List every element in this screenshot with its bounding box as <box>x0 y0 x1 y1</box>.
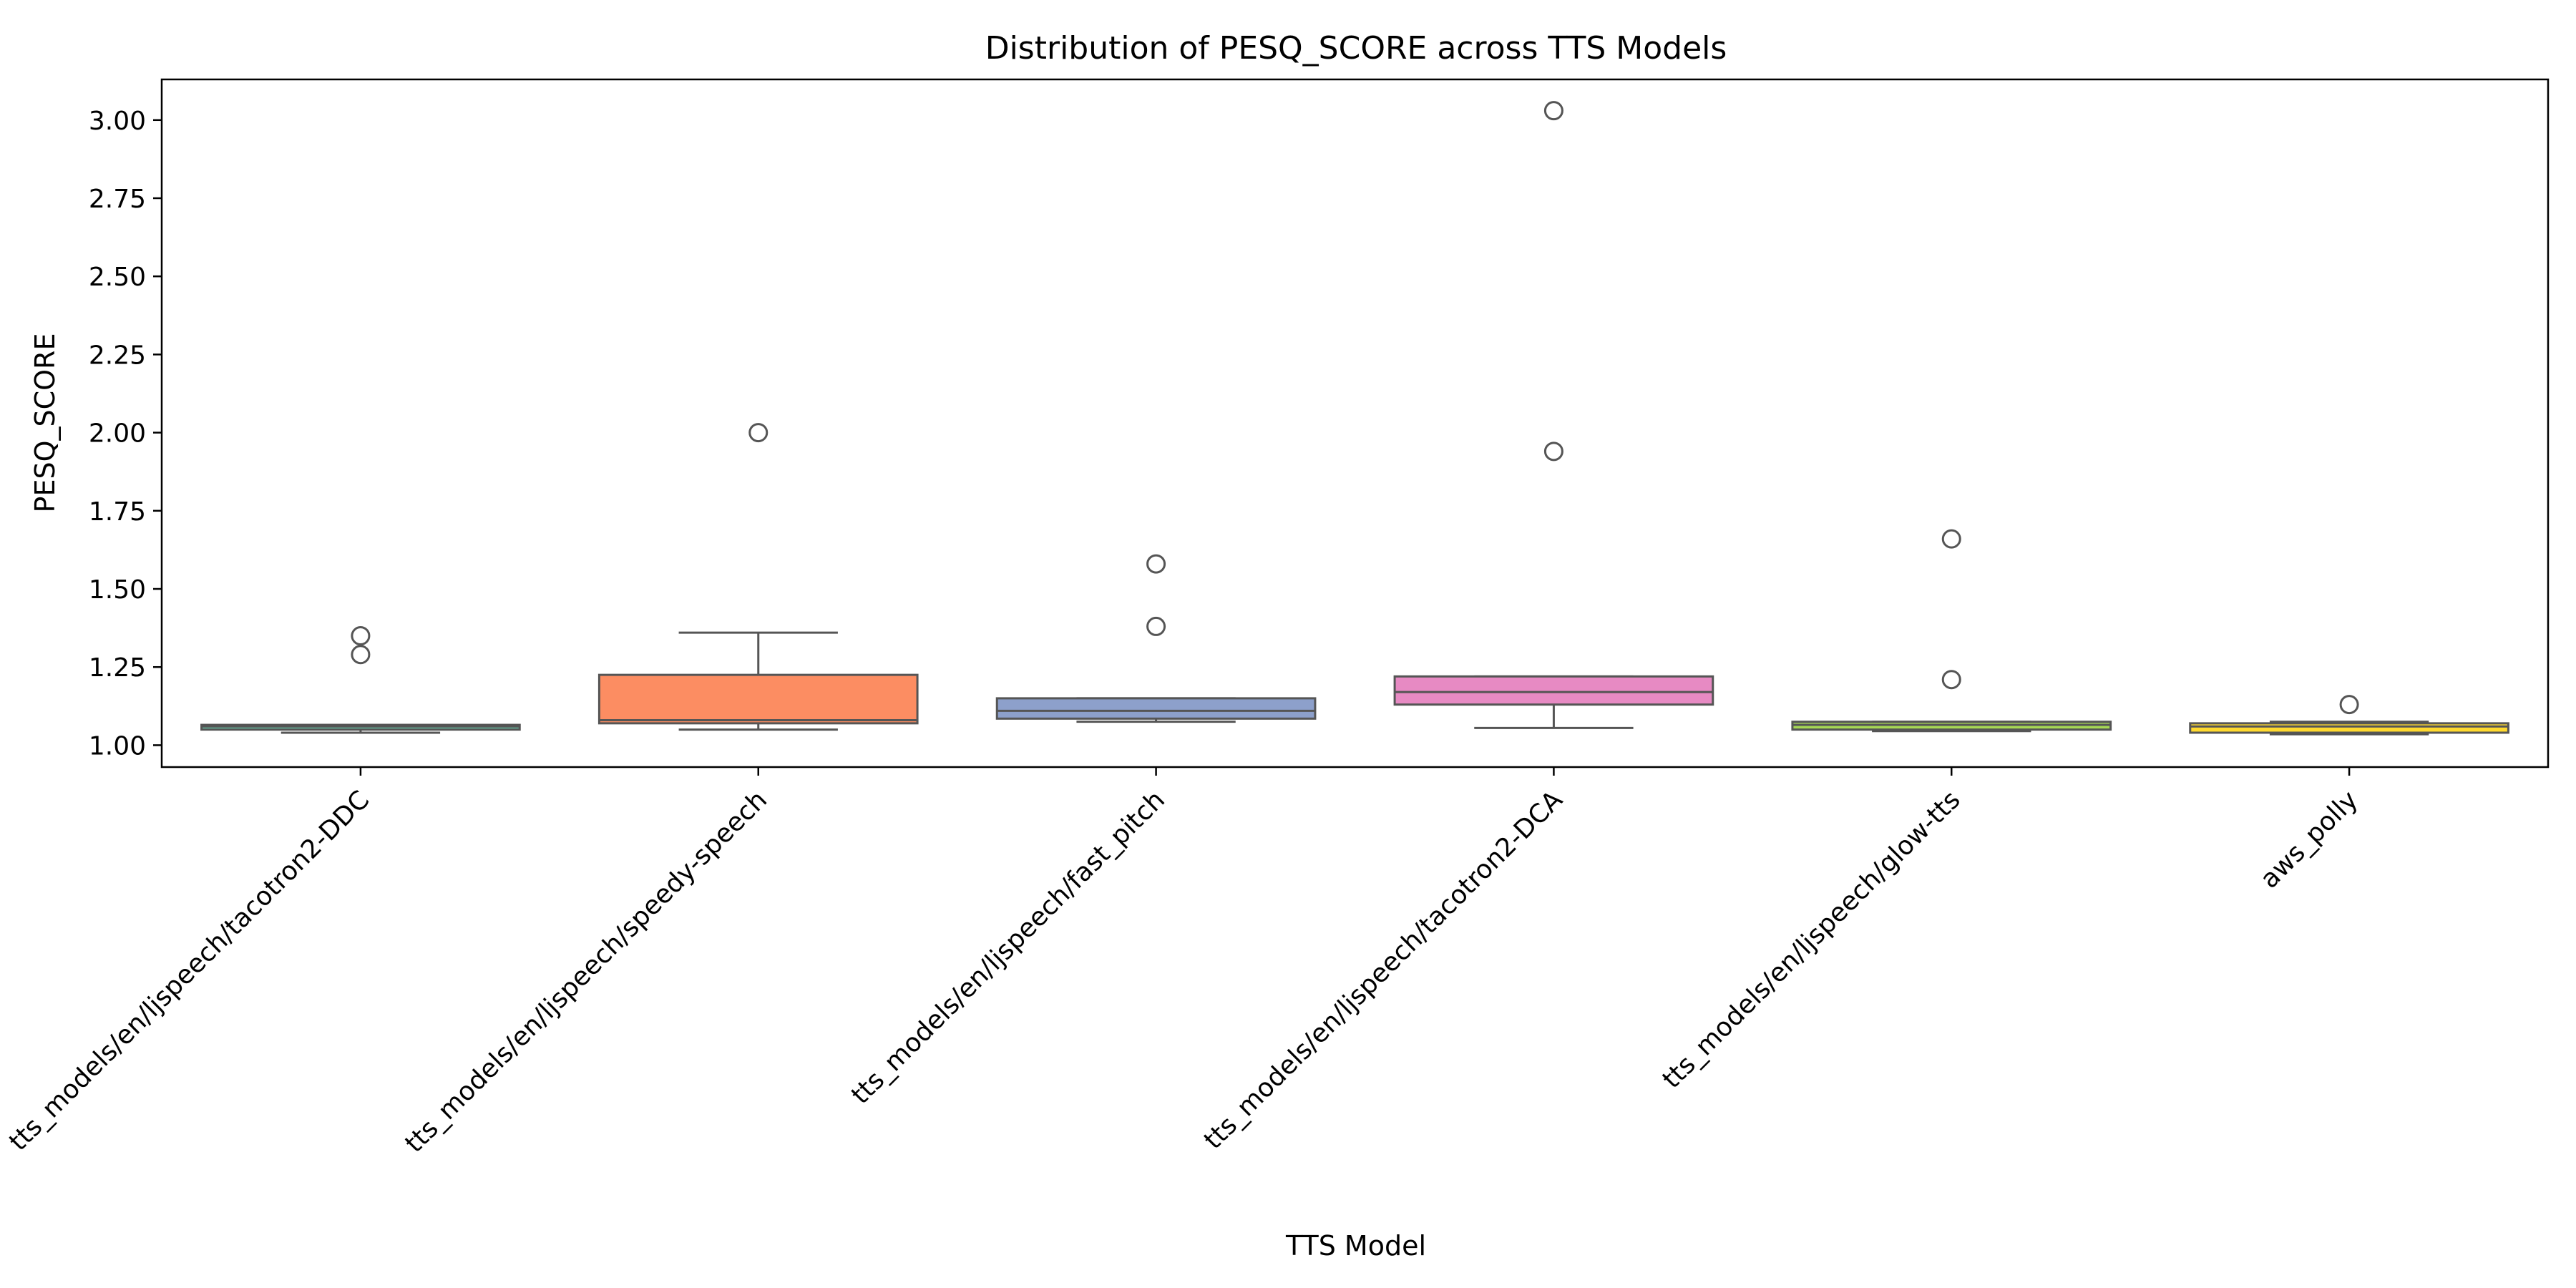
y-axis-label: PESQ_SCORE <box>29 333 61 513</box>
outlier-point <box>1543 101 1563 121</box>
x-axis-label: TTS Model <box>1285 1230 1426 1262</box>
y-tick-label: 1.50 <box>89 575 146 605</box>
y-tick-label: 2.50 <box>89 263 146 292</box>
y-tick-label: 2.75 <box>89 185 146 214</box>
outlier-point <box>1543 441 1563 462</box>
plot-frame <box>160 78 2550 769</box>
box-iqr <box>1393 675 1714 706</box>
outlier-point <box>1146 554 1166 574</box>
y-tick-label: 1.75 <box>89 497 146 527</box>
box-iqr <box>597 673 919 725</box>
outlier-point <box>1941 529 1961 549</box>
outlier-point <box>2339 695 2359 715</box>
chart-title: Distribution of PESQ_SCORE across TTS Mo… <box>985 30 1727 67</box>
box-iqr <box>995 697 1317 720</box>
y-tick-label: 3.00 <box>89 107 146 136</box>
outlier-point <box>748 423 769 443</box>
outlier-point <box>1146 616 1166 636</box>
outlier-point <box>351 645 371 665</box>
outlier-point <box>1941 670 1961 690</box>
y-tick-label: 2.00 <box>89 419 146 449</box>
outlier-point <box>351 626 371 646</box>
y-tick-label: 1.25 <box>89 653 146 683</box>
box-iqr <box>2189 722 2509 734</box>
y-tick-label: 2.25 <box>89 341 146 370</box>
y-tick-label: 1.00 <box>89 731 146 761</box>
